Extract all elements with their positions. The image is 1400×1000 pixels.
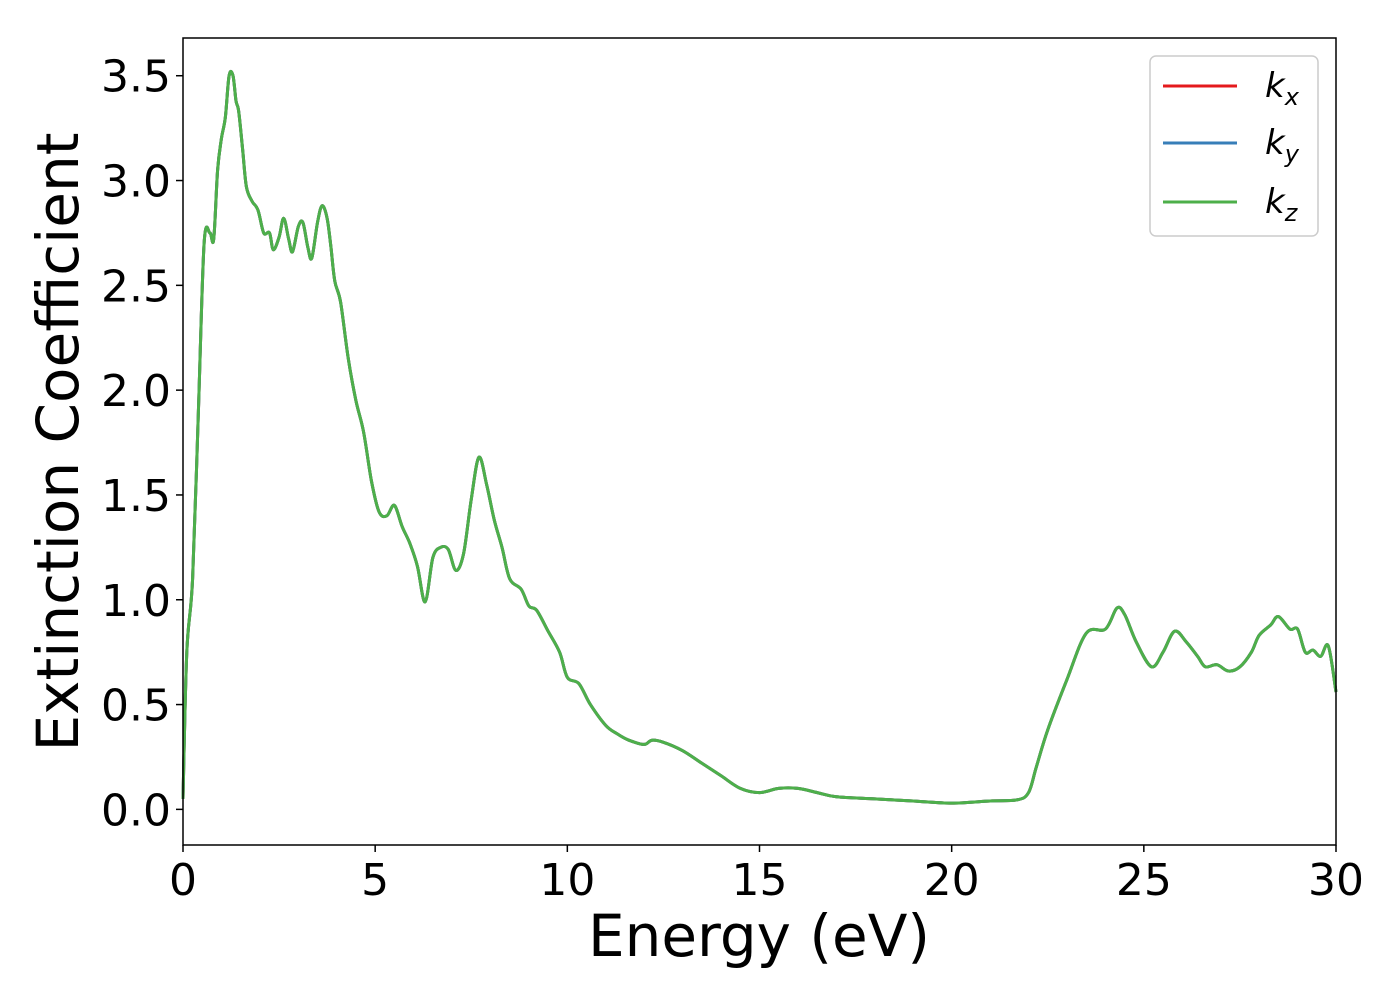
x-tick-label: 15 (732, 855, 788, 906)
y-tick-label: 3.0 (101, 157, 171, 208)
x-tick-label: 5 (361, 855, 389, 906)
y-tick-label: 1.0 (101, 576, 171, 627)
x-tick-label: 0 (169, 855, 197, 906)
legend-label-ky-sub: y (1284, 140, 1300, 168)
x-tick-label: 30 (1308, 855, 1364, 906)
legend-box (1149, 55, 1319, 237)
x-tick-label: 10 (539, 855, 595, 906)
y-tick-label: 0.5 (101, 681, 171, 732)
legend-label-kx-sub: x (1284, 83, 1300, 111)
x-tick-label: 20 (924, 855, 980, 906)
legend-label-kx-main: k (1265, 66, 1286, 106)
y-tick-label: 0.0 (101, 785, 171, 836)
y-axis-ticks: 0.0 0.5 1.0 1.5 2.0 2.5 3.0 3.5 (101, 52, 183, 836)
legend-label-kz: kz (1265, 182, 1299, 227)
y-tick-label: 2.5 (101, 261, 171, 312)
x-tick-label: 25 (1116, 855, 1172, 906)
y-tick-label: 2.0 (101, 366, 171, 417)
legend-label-ky-main: k (1265, 123, 1286, 163)
x-axis-title: Energy (eV) (588, 902, 930, 970)
legend-label-kz-main: k (1265, 182, 1286, 222)
y-axis-title: Extinction Coefficient (24, 133, 92, 752)
legend-label-ky: ky (1265, 123, 1300, 168)
legend-label-kz-sub: z (1284, 199, 1299, 227)
x-axis-ticks: 0 5 10 15 20 25 30 (169, 845, 1364, 906)
plot-layer (181, 70, 1338, 805)
y-tick-label: 3.5 (101, 52, 171, 103)
series-line-kz (181, 70, 1338, 805)
y-tick-label: 1.5 (101, 471, 171, 522)
legend: kx ky kz (1149, 55, 1319, 237)
legend-label-kx: kx (1265, 66, 1300, 111)
